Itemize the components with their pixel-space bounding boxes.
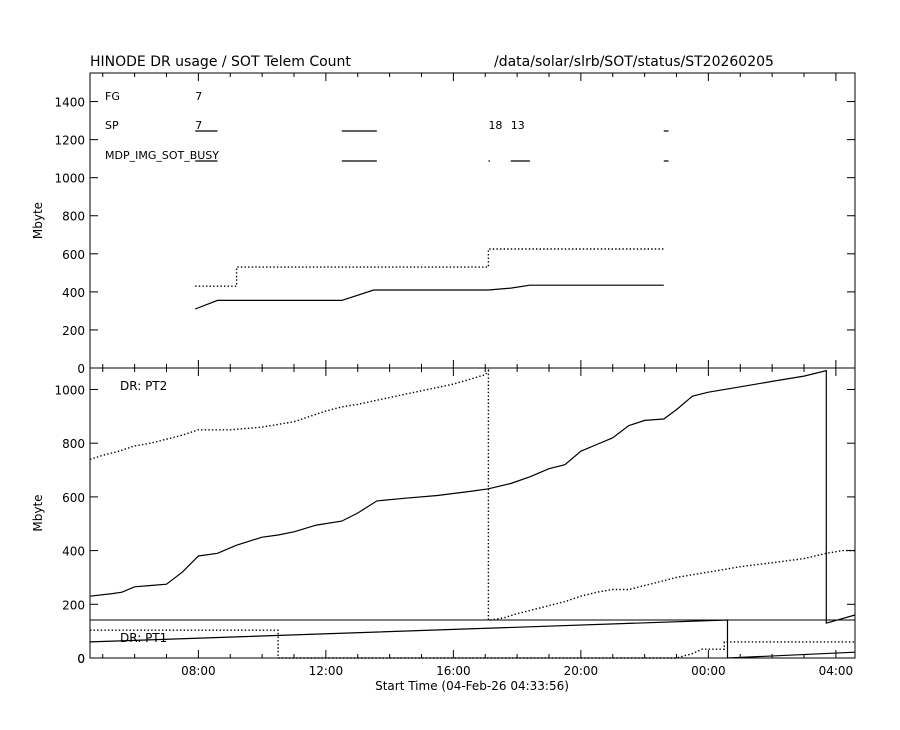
x-tick-label: 12:00 bbox=[309, 664, 344, 678]
y-tick-label: 400 bbox=[62, 286, 85, 300]
y-tick-label: 1000 bbox=[54, 383, 85, 397]
pt1-panel: 0 DR: PT1 bbox=[77, 619, 856, 666]
chart-title: HINODE DR usage / SOT Telem Count bbox=[90, 54, 351, 70]
series-line-dotted bbox=[90, 629, 855, 659]
series-line-dotted bbox=[195, 248, 664, 287]
y-tick-label: 0 bbox=[77, 652, 85, 666]
x-tick-label: 04:00 bbox=[819, 664, 854, 678]
instrument-count: 7 bbox=[195, 90, 202, 103]
x-tick-label: 08:00 bbox=[181, 664, 216, 678]
series-line-solid bbox=[89, 369, 856, 624]
y-tick-label: 1400 bbox=[54, 96, 85, 110]
instrument-name: SP bbox=[105, 119, 119, 132]
y-tick-label: 0 bbox=[77, 652, 85, 666]
y-tick-label: 400 bbox=[62, 545, 85, 559]
x-tick-label: 00:00 bbox=[691, 664, 726, 678]
pt2-panel: 0 200 400 600 800 1000 Mbyte DR: PT2 bbox=[31, 367, 856, 666]
panel-label: DR: PT2 bbox=[120, 379, 167, 393]
data-path: /data/solar/slrb/SOT/status/ST20260205 bbox=[494, 54, 774, 70]
panel-label: DR: PT1 bbox=[120, 631, 167, 645]
series-line-solid bbox=[194, 284, 664, 310]
x-axis: 08:00 12:00 16:00 20:00 00:00 04:00 bbox=[102, 73, 854, 678]
x-tick-label: 20:00 bbox=[564, 664, 599, 678]
instrument-count: 13 bbox=[511, 119, 525, 132]
y-tick-label: 1200 bbox=[54, 134, 85, 148]
y-tick-label: 200 bbox=[62, 598, 85, 612]
y-tick-label: 800 bbox=[62, 210, 85, 224]
y-tick-label: 800 bbox=[62, 437, 85, 451]
panel-frame bbox=[89, 72, 856, 369]
y-tick-label: 0 bbox=[77, 362, 85, 376]
instrument-count: 18 bbox=[488, 119, 502, 132]
panel-frame bbox=[89, 367, 856, 659]
y-tick-label: 200 bbox=[62, 324, 85, 338]
panel-frame bbox=[89, 619, 856, 659]
instrument-count: 7 bbox=[195, 119, 202, 132]
x-axis-label: Start Time (04-Feb-26 04:33:56) bbox=[375, 679, 569, 693]
x-tick-label: 16:00 bbox=[436, 664, 471, 678]
y-axis-label: Mbyte bbox=[31, 494, 45, 531]
top-panel: 0 200 400 600 800 1000 1200 1400 Mbyte FG 7 SP 7 18 13… bbox=[31, 72, 856, 376]
instrument-name: MDP_IMG_SOT_BUSY bbox=[105, 149, 219, 162]
instrument-name: FG bbox=[105, 90, 120, 103]
y-tick-label: 600 bbox=[62, 491, 85, 505]
series-line-solid bbox=[89, 619, 856, 659]
y-tick-label: 1000 bbox=[54, 172, 85, 186]
y-tick-label: 600 bbox=[62, 248, 85, 262]
y-axis-label: Mbyte bbox=[31, 202, 45, 239]
series-line-dotted bbox=[89, 368, 855, 622]
